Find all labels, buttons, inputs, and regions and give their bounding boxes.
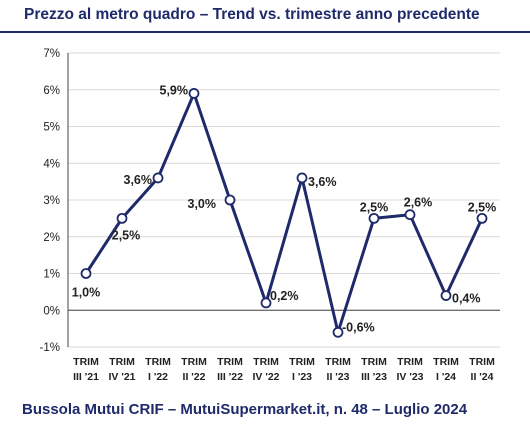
data-point [476, 212, 488, 224]
data-label: 2,5% [360, 200, 389, 214]
data-point [116, 212, 128, 224]
line-chart: -1% 0% 1% 2% 3% 4% 5% 6% 7% TRIM III '21 TRIM IV '21… [40, 48, 500, 383]
source-footer: Bussola Mutui CRIF – MutuiSupermarket.it… [22, 401, 468, 418]
data-label: 2,5% [468, 200, 497, 214]
series-line [84, 91, 484, 334]
data-label: 3,0% [188, 197, 217, 211]
x-tick-label: IV '22 [252, 371, 279, 383]
data-label: 1,0% [72, 286, 101, 300]
x-tick-label: III '21 [73, 371, 99, 383]
data-point [404, 209, 416, 221]
y-tick-label: 0% [43, 305, 60, 317]
data-label: 5,9% [160, 83, 189, 97]
y-tick-label: 6% [43, 85, 60, 97]
data-point [80, 268, 92, 279]
y-tick-label: 3% [43, 195, 60, 207]
x-tick-label: TRIM [397, 356, 423, 368]
data-label: 0,4% [452, 292, 481, 306]
data-point [368, 212, 380, 224]
x-tick-label: TRIM [289, 356, 315, 368]
data-point [224, 194, 236, 206]
y-tick-label: 7% [43, 48, 60, 60]
y-tick-label: 5% [43, 122, 60, 134]
x-tick-label: IV '21 [108, 371, 135, 383]
x-tick-label: TRIM [325, 356, 351, 368]
x-tick-label: TRIM [433, 356, 459, 368]
data-point [260, 297, 272, 309]
data-label: 2,6% [404, 196, 433, 210]
x-tick-label: I '24 [436, 371, 456, 383]
x-tick-label: I '22 [148, 371, 168, 383]
x-tick-label: IV '23 [396, 371, 423, 383]
data-label: 0,2% [270, 289, 299, 303]
chart-title: Prezzo al metro quadro – Trend vs. trime… [24, 6, 480, 23]
x-tick-label: II '23 [327, 371, 350, 383]
x-tick-label: TRIM [361, 356, 387, 368]
x-tick-label: II '22 [183, 371, 206, 383]
x-tick-label: TRIM [217, 356, 243, 368]
title-divider [0, 31, 530, 33]
x-tick-label: TRIM [253, 356, 279, 368]
data-point [440, 290, 452, 301]
data-label: 3,6% [124, 173, 153, 187]
data-label: -0,6% [342, 320, 375, 334]
data-label: 2,5% [112, 228, 141, 242]
x-tick-label: III '22 [217, 371, 243, 383]
data-point [296, 172, 308, 184]
x-tick-label: TRIM [109, 356, 135, 368]
x-tick-label: I '23 [292, 371, 312, 383]
data-point [152, 172, 164, 184]
x-tick-label: III '23 [361, 371, 387, 383]
y-tick-label: 2% [43, 232, 60, 244]
x-tick-label: TRIM [181, 356, 207, 368]
data-point [332, 326, 344, 338]
y-tick-label: -1% [40, 342, 60, 354]
x-tick-label: TRIM [73, 356, 99, 368]
data-point [188, 88, 200, 99]
x-tick-label: TRIM [469, 356, 495, 368]
data-label: 3,6% [308, 175, 337, 189]
x-tick-label: TRIM [145, 356, 171, 368]
y-tick-label: 4% [43, 158, 60, 170]
x-tick-label: II '24 [471, 371, 494, 383]
y-tick-label: 1% [43, 269, 60, 281]
